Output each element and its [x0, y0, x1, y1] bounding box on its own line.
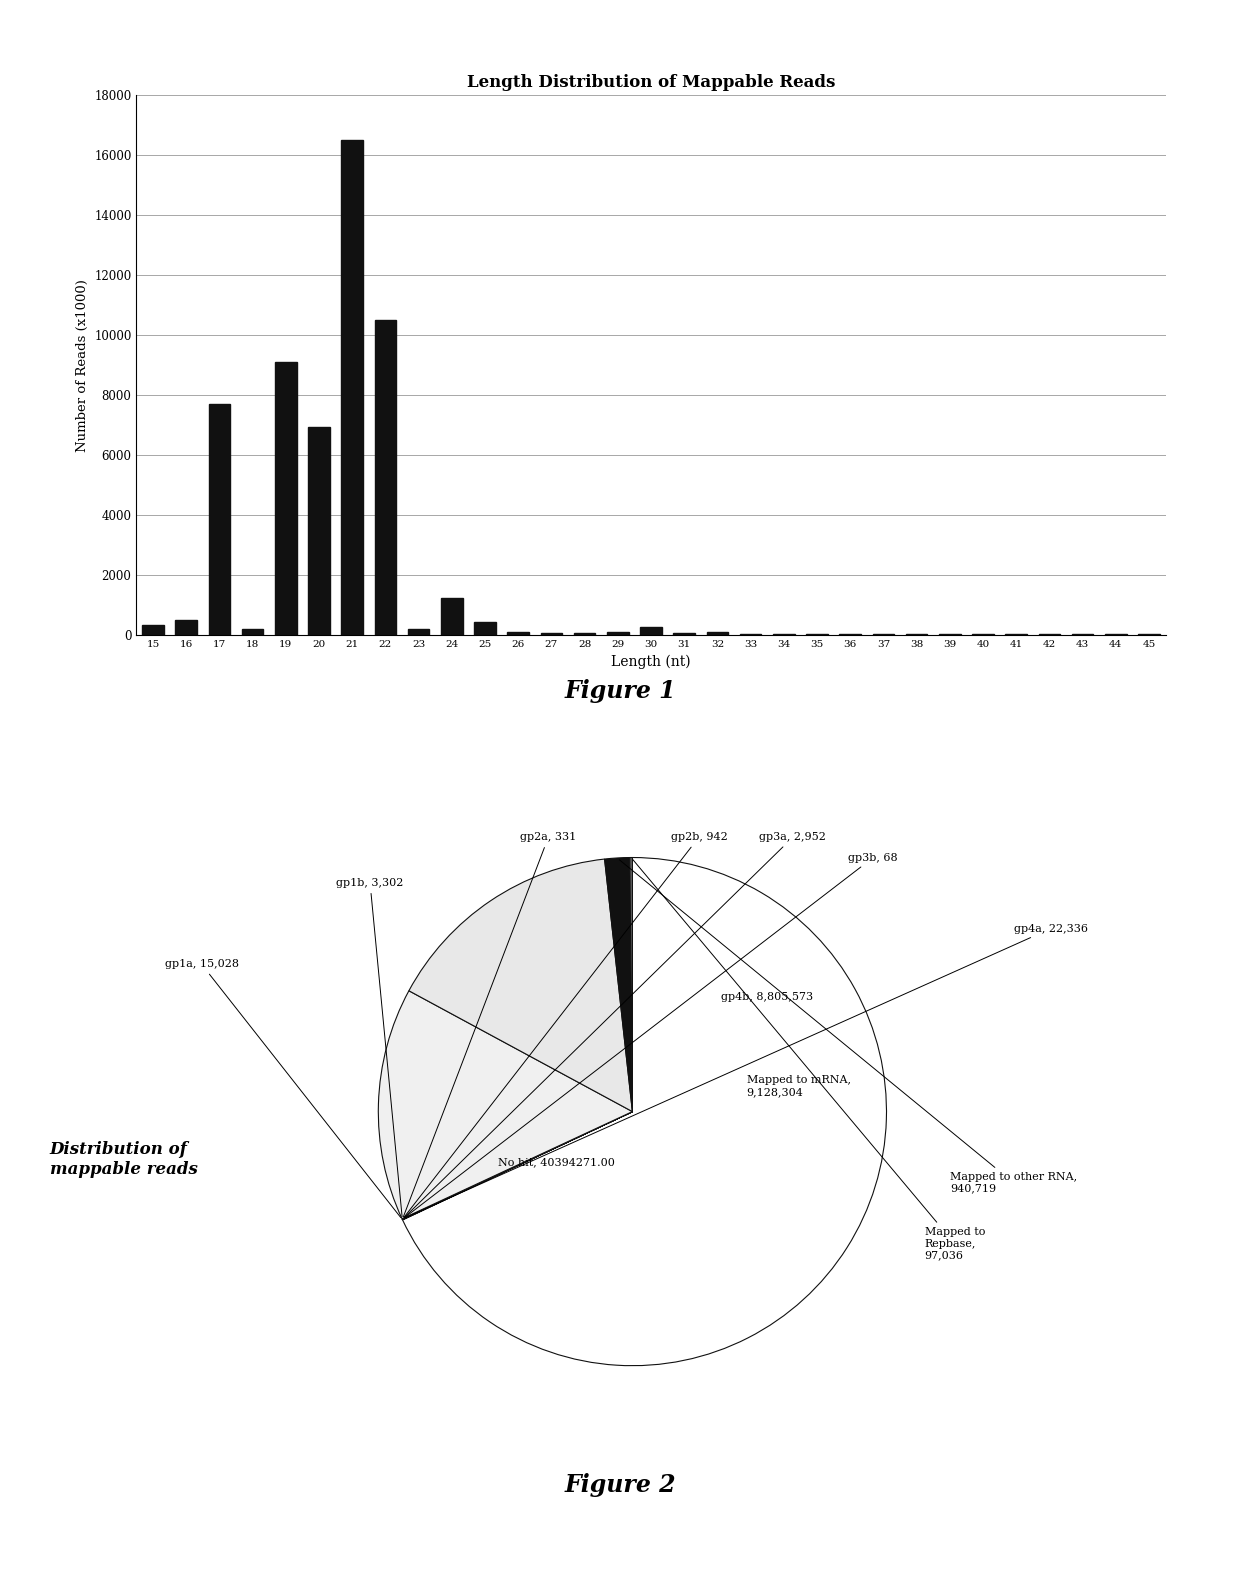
Bar — [275, 362, 296, 635]
Wedge shape — [403, 858, 887, 1366]
Text: gp2b, 942: gp2b, 942 — [404, 832, 728, 1218]
Bar — [242, 629, 263, 635]
Bar — [574, 632, 595, 635]
Bar — [309, 427, 330, 635]
Wedge shape — [403, 1112, 632, 1220]
Text: Mapped to
Repbase,
97,036: Mapped to Repbase, 97,036 — [632, 859, 985, 1261]
Text: Mapped to mRNA,
9,128,304: Mapped to mRNA, 9,128,304 — [746, 1075, 851, 1097]
Wedge shape — [630, 858, 632, 1112]
Wedge shape — [402, 1112, 632, 1220]
Text: gp2a, 331: gp2a, 331 — [403, 832, 577, 1216]
Bar — [175, 621, 197, 635]
Text: gp1b, 3,302: gp1b, 3,302 — [336, 878, 404, 1216]
Bar — [608, 632, 629, 635]
Wedge shape — [402, 1112, 632, 1220]
Wedge shape — [402, 1112, 632, 1220]
Text: Figure 1: Figure 1 — [564, 678, 676, 703]
Text: gp3b, 68: gp3b, 68 — [404, 853, 898, 1218]
Wedge shape — [402, 1112, 632, 1220]
Bar — [640, 627, 662, 635]
Bar — [208, 405, 231, 635]
Wedge shape — [409, 859, 632, 1112]
Text: gp3a, 2,952: gp3a, 2,952 — [404, 832, 826, 1218]
Text: No hit, 40394271.00: No hit, 40394271.00 — [497, 1158, 615, 1167]
Text: Distribution of
mappable reads: Distribution of mappable reads — [50, 1140, 197, 1178]
X-axis label: Length (nt): Length (nt) — [611, 654, 691, 669]
Text: gp1a, 15,028: gp1a, 15,028 — [165, 959, 401, 1218]
Bar — [341, 140, 363, 635]
Text: gp4b, 8,805,573: gp4b, 8,805,573 — [722, 992, 813, 1002]
Bar — [474, 622, 496, 635]
Text: Figure 2: Figure 2 — [564, 1472, 676, 1497]
Bar — [408, 629, 429, 635]
Y-axis label: Number of Reads (x1000): Number of Reads (x1000) — [76, 279, 88, 451]
Bar — [673, 632, 694, 635]
Bar — [441, 597, 463, 635]
Wedge shape — [378, 991, 632, 1220]
Text: gp4a, 22,336: gp4a, 22,336 — [404, 924, 1087, 1218]
Title: Length Distribution of Mappable Reads: Length Distribution of Mappable Reads — [466, 75, 836, 91]
Wedge shape — [402, 1112, 632, 1220]
Text: Mapped to other RNA,
940,719: Mapped to other RNA, 940,719 — [619, 859, 1078, 1194]
Bar — [143, 624, 164, 635]
Bar — [541, 632, 562, 635]
Wedge shape — [402, 1112, 632, 1220]
Wedge shape — [605, 858, 632, 1112]
Bar — [507, 632, 529, 635]
Bar — [374, 321, 397, 635]
Bar — [707, 632, 728, 635]
